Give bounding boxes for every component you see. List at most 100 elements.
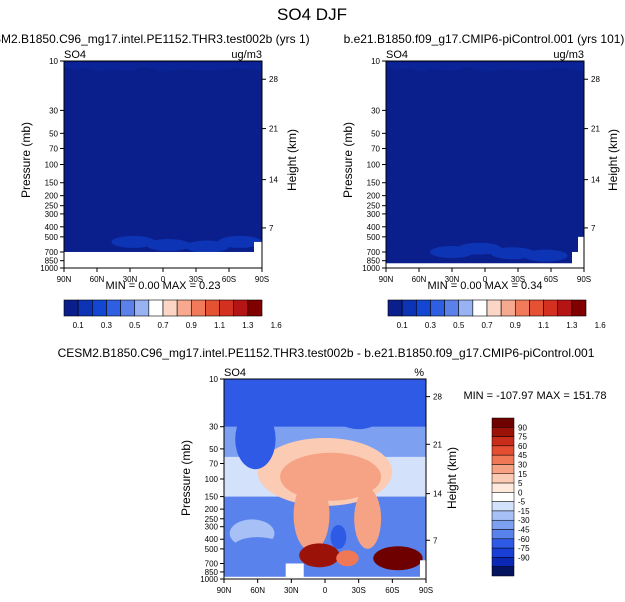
p0-ground-mask-edge — [254, 241, 262, 268]
p1-y2tick-label-2: 14 — [591, 176, 600, 185]
p0-xtick-label-1: 60N — [90, 275, 105, 284]
p0-cb-label-5: 1.1 — [214, 321, 226, 330]
p2-cb-label-11: -45 — [518, 526, 530, 535]
p0-xtick-label-2: 30N — [123, 275, 138, 284]
p1-xtick-label-5: 60S — [544, 275, 558, 284]
p0-ytick-label-7: 250 — [45, 202, 59, 211]
p0-ytick-label-6: 200 — [45, 192, 59, 201]
p0-cb-label-4: 0.9 — [186, 321, 198, 330]
p0-y2tick-label-2: 14 — [269, 176, 278, 185]
p0-ground-mask — [64, 251, 262, 268]
p0-xtick-label-4: 30S — [189, 275, 203, 284]
p2-ytick-label-3: 70 — [209, 460, 218, 469]
p1-cb-swatch-11 — [543, 299, 559, 317]
p1-xtick-label-2: 30N — [445, 275, 460, 284]
p1-ytick-label-6: 200 — [367, 192, 381, 201]
p2-region-6 — [330, 389, 387, 430]
p0-frame — [63, 60, 263, 269]
p2-cb-swatch-10 — [491, 510, 515, 521]
p2-cb-label-1: 75 — [518, 433, 527, 442]
p1-cb-swatch-1 — [401, 299, 417, 317]
p1-xtick-label-6: 90S — [577, 275, 591, 284]
p1-cb-swatch-6 — [472, 299, 488, 317]
panel-1-y2label: Height (km) — [285, 129, 299, 191]
p2-y2tick-label-2: 14 — [433, 490, 442, 499]
p0-low-feature-0 — [111, 235, 156, 248]
figure-title: SO4 DJF — [277, 5, 347, 24]
p2-cb-swatch-9 — [491, 501, 515, 512]
p2-cb-label-7: 0 — [518, 488, 523, 497]
p1-cb-swatch-13 — [571, 299, 587, 317]
p0-ytick-label-5: 150 — [45, 179, 59, 188]
p0-y2tick-label-0: 28 — [269, 75, 278, 84]
p2-xtick-label-6: 90S — [419, 586, 433, 595]
p0-y2tick-label-3: 7 — [269, 224, 274, 233]
p0-cb-swatch-12 — [233, 299, 249, 317]
panel-3-left-label: SO4 — [224, 367, 246, 379]
p0-ytick-label-0: 10 — [49, 57, 58, 66]
p2-region-11 — [336, 550, 359, 567]
p2-xtick-label-4: 30S — [352, 586, 366, 595]
p1-cb-swatch-5 — [458, 299, 474, 317]
p2-cb-label-8: -5 — [518, 498, 526, 507]
p2-ground-mask — [224, 576, 426, 579]
p2-cb-label-4: 30 — [518, 460, 527, 469]
p1-y2tick-label-1: 21 — [591, 125, 600, 134]
panel-1-left-label: SO4 — [64, 49, 86, 61]
p2-cb-swatch-7 — [491, 482, 515, 493]
p0-cb-swatch-6 — [148, 299, 164, 317]
p1-ground-mask-edge2 — [572, 251, 578, 268]
p1-ground-mask — [386, 263, 584, 268]
p1-y2tick-label-3: 7 — [591, 224, 596, 233]
p0-cb-swatch-3 — [106, 299, 121, 317]
p2-ytick-label-5: 150 — [205, 493, 219, 502]
p0-ytick-label-8: 300 — [45, 210, 59, 219]
p0-cb-swatch-13 — [247, 299, 263, 317]
panel-2-y2label: Height (km) — [606, 129, 620, 191]
p2-cb-swatch-11 — [491, 519, 515, 530]
p1-cb-label-1: 0.3 — [425, 321, 437, 330]
p2-cb-swatch-16 — [491, 566, 515, 577]
panel-3-plot: 1030507010015020025030040050070085010002… — [200, 375, 442, 595]
p1-ytick-label-4: 100 — [367, 161, 381, 170]
p1-cb-swatch-0 — [387, 299, 403, 317]
panel-3: CESM2.B1850.C96_mg17.intel.PE1152.THR3.t… — [58, 346, 607, 595]
p2-region-8 — [232, 537, 283, 558]
p2-cb-label-9: -15 — [518, 507, 530, 516]
p1-ytick-label-7: 250 — [367, 202, 381, 211]
p1-low-feature-1 — [457, 242, 502, 255]
p2-region-4 — [330, 524, 347, 549]
p2-cb-label-5: 15 — [518, 470, 527, 479]
p1-low-feature-3 — [523, 249, 568, 262]
p1-ground-mask-edge — [578, 236, 584, 268]
p0-cb-label-2: 0.5 — [129, 321, 141, 330]
p1-y2tick-label-0: 28 — [591, 75, 600, 84]
p0-low-feature-3 — [218, 235, 262, 248]
p0-upper-ripple — [64, 63, 262, 72]
p2-ytick-label-9: 400 — [205, 535, 219, 544]
p0-ytick-label-1: 30 — [49, 106, 58, 115]
p1-xtick-label-0: 90N — [379, 275, 394, 284]
p2-cb-swatch-1 — [491, 427, 515, 437]
p1-cb-label-5: 1.1 — [538, 321, 550, 330]
p2-cb-label-13: -75 — [518, 544, 530, 553]
p1-xtick-label-1: 60N — [412, 275, 427, 284]
p1-frame — [385, 60, 585, 269]
p1-ytick-label-3: 70 — [371, 144, 380, 153]
panel-3-right-label: % — [414, 367, 424, 379]
p1-cb-label-0: 0.1 — [397, 321, 409, 330]
p0-cb-label-1: 0.3 — [101, 321, 113, 330]
p2-cb-label-2: 60 — [518, 442, 527, 451]
p2-ytick-label-1: 30 — [209, 423, 218, 432]
p1-cb-label-4: 0.9 — [510, 321, 522, 330]
p2-cb-label-10: -30 — [518, 516, 530, 525]
panel-2-stats: MIN = 0.00 MAX = 0.34 — [428, 280, 543, 292]
p0-cb-swatch-9 — [190, 299, 206, 317]
p1-cb-swatch-9 — [514, 299, 530, 317]
p0-low-feature-2 — [185, 240, 229, 253]
p0-ytick-label-2: 50 — [49, 129, 58, 138]
p2-ytick-label-4: 100 — [205, 475, 219, 484]
p1-ytick-label-1: 30 — [371, 106, 380, 115]
p2-ytick-label-13: 1000 — [200, 575, 218, 584]
